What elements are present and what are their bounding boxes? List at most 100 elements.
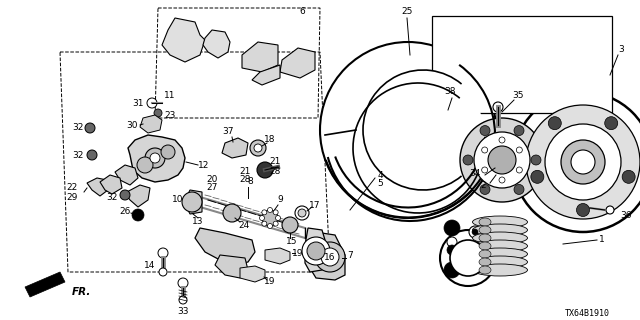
Ellipse shape <box>479 226 491 234</box>
Circle shape <box>480 184 490 195</box>
Text: FR.: FR. <box>72 287 92 297</box>
Circle shape <box>145 148 165 168</box>
Circle shape <box>514 125 524 136</box>
Text: 20: 20 <box>206 175 218 185</box>
Text: 30: 30 <box>126 121 138 130</box>
Text: 28: 28 <box>269 167 281 177</box>
Polygon shape <box>128 135 185 182</box>
Circle shape <box>147 98 157 108</box>
Text: 18: 18 <box>264 135 276 145</box>
Circle shape <box>254 144 262 152</box>
Circle shape <box>363 70 483 190</box>
Circle shape <box>262 210 278 226</box>
Text: 12: 12 <box>198 161 210 170</box>
Circle shape <box>275 215 280 220</box>
Text: 17: 17 <box>309 201 321 210</box>
Text: 13: 13 <box>192 218 204 227</box>
Circle shape <box>321 248 339 266</box>
Circle shape <box>514 184 524 195</box>
Circle shape <box>273 210 278 215</box>
Circle shape <box>262 210 267 215</box>
Text: 11: 11 <box>164 91 176 100</box>
Ellipse shape <box>472 216 527 228</box>
Circle shape <box>480 125 490 136</box>
Circle shape <box>161 145 175 159</box>
Text: 36: 36 <box>620 211 632 220</box>
Circle shape <box>474 132 530 188</box>
Circle shape <box>488 146 516 174</box>
Text: 27: 27 <box>206 183 218 193</box>
Ellipse shape <box>479 250 491 258</box>
Text: 32: 32 <box>72 150 84 159</box>
Circle shape <box>137 157 153 173</box>
Circle shape <box>472 229 478 235</box>
Circle shape <box>444 220 460 236</box>
Circle shape <box>259 215 264 220</box>
Circle shape <box>154 109 162 117</box>
Circle shape <box>178 278 188 288</box>
Ellipse shape <box>472 224 527 236</box>
Ellipse shape <box>479 218 491 226</box>
Polygon shape <box>252 65 280 85</box>
Text: 9: 9 <box>277 196 283 204</box>
Polygon shape <box>215 255 248 278</box>
Circle shape <box>561 140 605 184</box>
Circle shape <box>516 167 522 173</box>
Circle shape <box>179 296 187 304</box>
Circle shape <box>493 102 503 112</box>
Text: 8: 8 <box>247 178 253 187</box>
Circle shape <box>469 226 481 238</box>
Ellipse shape <box>479 234 491 242</box>
Circle shape <box>295 206 309 220</box>
Text: 16: 16 <box>324 253 336 262</box>
Circle shape <box>482 147 488 153</box>
Text: 21: 21 <box>239 167 251 177</box>
Text: 33: 33 <box>177 308 189 316</box>
Text: 24: 24 <box>238 220 250 229</box>
Text: 32: 32 <box>106 194 118 203</box>
Text: 37: 37 <box>222 127 234 137</box>
Circle shape <box>268 223 273 228</box>
Polygon shape <box>308 232 345 280</box>
Text: 32: 32 <box>72 124 84 132</box>
Polygon shape <box>140 115 162 133</box>
Circle shape <box>499 137 505 143</box>
Circle shape <box>223 204 241 222</box>
Circle shape <box>571 150 595 174</box>
Circle shape <box>182 192 202 212</box>
Circle shape <box>298 209 306 217</box>
Text: 19: 19 <box>264 277 276 286</box>
Circle shape <box>516 147 522 153</box>
Text: 23: 23 <box>164 110 176 119</box>
Ellipse shape <box>472 248 527 260</box>
Circle shape <box>531 170 544 183</box>
Text: 25: 25 <box>401 7 413 17</box>
Polygon shape <box>115 165 138 185</box>
Polygon shape <box>222 138 248 158</box>
Circle shape <box>545 124 621 200</box>
Polygon shape <box>100 175 122 194</box>
Polygon shape <box>280 48 315 78</box>
Text: 19: 19 <box>292 249 304 258</box>
Ellipse shape <box>472 256 527 268</box>
Text: 26: 26 <box>119 207 131 217</box>
Ellipse shape <box>472 264 527 276</box>
Circle shape <box>302 237 330 265</box>
Circle shape <box>262 221 267 226</box>
Circle shape <box>315 242 345 272</box>
Polygon shape <box>242 42 278 72</box>
Circle shape <box>605 117 618 130</box>
Ellipse shape <box>479 258 491 266</box>
Polygon shape <box>203 30 230 58</box>
Circle shape <box>159 268 167 276</box>
Text: 10: 10 <box>172 196 184 204</box>
Circle shape <box>307 242 325 260</box>
Circle shape <box>120 190 130 200</box>
Polygon shape <box>305 228 328 272</box>
Text: 22: 22 <box>67 183 77 193</box>
Circle shape <box>513 92 640 232</box>
Circle shape <box>158 248 168 258</box>
Text: 4: 4 <box>377 171 383 180</box>
Circle shape <box>447 237 457 247</box>
Circle shape <box>320 42 496 218</box>
